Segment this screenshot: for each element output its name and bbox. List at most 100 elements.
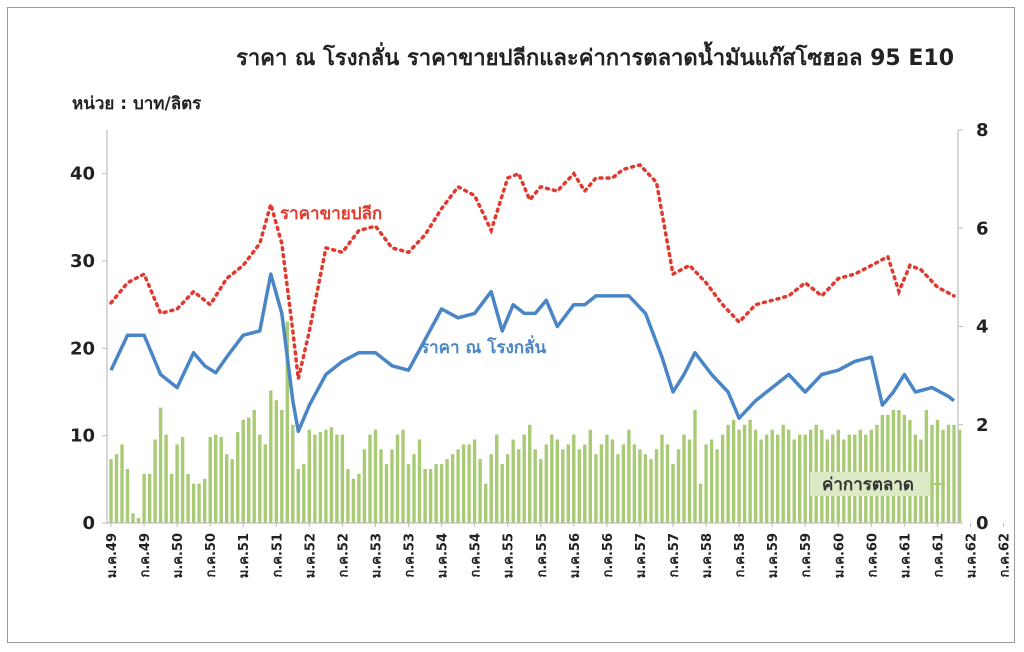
margin-bar — [665, 444, 670, 523]
margin-bar — [616, 454, 620, 523]
margin-bar — [544, 444, 548, 523]
margin-bar — [886, 414, 890, 523]
legend-box-market-margin — [810, 472, 930, 496]
margin-bar — [346, 469, 350, 523]
x-tick-labels: ม.ค.49 ก.ค.49 ม.ค.50 ก.ค.50 ม.ค.51 ก.ค.51 ม.ค.… — [105, 523, 1013, 578]
margin-bar — [362, 449, 367, 523]
margin-bar — [406, 464, 411, 523]
margin-bar — [214, 434, 218, 523]
x-tick-label: ม.ค.49 — [105, 533, 120, 578]
series-retail-price-line — [109, 162, 956, 380]
margin-bar — [296, 469, 300, 523]
market-margin-bars — [109, 321, 962, 524]
x-tick-label: ม.ค.57 — [634, 533, 649, 578]
margin-bar — [164, 434, 168, 523]
margin-bar — [186, 473, 190, 523]
margin-bar — [753, 429, 758, 523]
margin-bar — [676, 449, 681, 523]
margin-bar — [456, 449, 460, 523]
margin-bar — [484, 483, 488, 523]
margin-bar — [671, 464, 675, 523]
margin-bar — [489, 454, 493, 523]
x-tick-label: ก.ค.57 — [667, 533, 682, 578]
margin-bar — [274, 400, 278, 523]
margin-bar — [307, 429, 311, 523]
series-label-refinery: ราคา ณ โรงกลั่น — [420, 335, 546, 358]
margin-bar — [946, 424, 951, 524]
margin-bar — [153, 439, 157, 523]
margin-bar — [368, 434, 372, 523]
y-right-tick-label: 2 — [976, 415, 989, 436]
y-left-tick-label: 10 — [70, 426, 95, 447]
margin-bar — [280, 410, 284, 523]
series-label-retail: ราคาขายปลีก — [280, 203, 382, 224]
chart-title: ราคา ณ โรงกลั่น ราคาขายปลีกและค่าการตลาด… — [236, 46, 954, 71]
margin-bar — [583, 444, 587, 523]
y-left-tick-label: 0 — [82, 513, 95, 534]
margin-bar — [379, 449, 383, 523]
margin-bar — [742, 424, 747, 524]
margin-bar — [109, 459, 113, 523]
margin-bar — [533, 449, 537, 523]
x-tick-label: ม.ค.55 — [502, 533, 517, 578]
y-right-tick-label: 8 — [976, 120, 989, 141]
x-tick-label: ก.ค.61 — [932, 533, 947, 578]
margin-bar — [776, 434, 780, 523]
margin-bar — [682, 434, 686, 523]
margin-bar — [781, 424, 785, 524]
x-tick-label: ก.ค.56 — [601, 533, 616, 578]
margin-bar — [423, 469, 427, 523]
margin-bar — [880, 414, 885, 523]
x-tick-label: ก.ค.62 — [998, 533, 1013, 578]
margin-bar — [384, 464, 389, 523]
margin-bar — [412, 454, 416, 523]
margin-bar — [169, 473, 174, 523]
margin-bar — [197, 483, 201, 523]
margin-bar — [935, 419, 940, 523]
margin-bar — [285, 321, 289, 523]
margin-bar — [340, 434, 345, 523]
margin-bar — [247, 417, 251, 523]
margin-bar — [698, 483, 703, 523]
x-tick-label: ม.ค.53 — [370, 533, 385, 578]
margin-bar — [627, 429, 631, 523]
margin-bar — [175, 444, 179, 523]
margin-bar — [566, 444, 570, 523]
unit-label: หน่วย : บาท/ลิตร — [72, 94, 202, 114]
x-tick-label: ม.ค.54 — [436, 533, 451, 578]
margin-bar — [450, 454, 455, 523]
margin-bar — [131, 513, 135, 523]
margin-bar — [572, 434, 576, 523]
margin-bar — [621, 444, 626, 523]
margin-bar — [528, 424, 532, 524]
margin-bar — [439, 464, 444, 523]
margin-bar — [191, 483, 196, 523]
margin-bar — [539, 459, 543, 523]
x-tick-label: ก.ค.58 — [733, 533, 748, 578]
margin-bar — [759, 439, 763, 523]
x-tick-label: ก.ค.52 — [336, 533, 351, 578]
margin-bar — [495, 434, 499, 523]
margin-bar — [792, 439, 796, 523]
margin-bar — [704, 444, 708, 523]
margin-bar — [803, 434, 807, 523]
margin-bar — [561, 449, 565, 523]
margin-bar — [731, 419, 736, 523]
margin-bar — [230, 459, 234, 523]
margin-bar — [902, 414, 907, 523]
margin-bar — [660, 434, 664, 523]
x-tick-label: ก.ค.53 — [403, 533, 418, 578]
margin-bar — [649, 459, 653, 523]
margin-bar — [748, 419, 752, 523]
margin-bar — [114, 454, 119, 523]
y-right-tick-label: 6 — [976, 218, 989, 239]
margin-bar — [555, 439, 559, 523]
margin-bar — [203, 478, 207, 523]
margin-bar — [643, 454, 648, 523]
margin-bar — [180, 437, 185, 523]
margin-bar — [373, 429, 378, 523]
x-tick-label: ม.ค.52 — [303, 533, 318, 578]
margin-bar — [511, 439, 515, 523]
margin-bar — [737, 429, 741, 523]
margin-bar — [952, 424, 956, 524]
